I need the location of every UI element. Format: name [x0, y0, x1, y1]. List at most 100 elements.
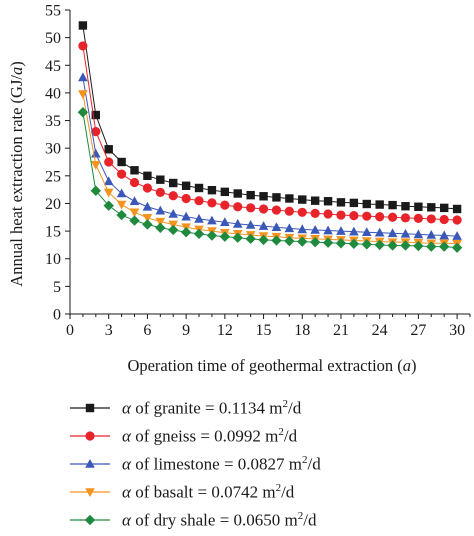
legend-label: α of basalt = 0.0742 m2/d — [122, 481, 295, 502]
data-point — [427, 203, 436, 212]
x-tick-label: 27 — [410, 322, 426, 339]
y-tick-label: 50 — [45, 30, 61, 47]
data-point — [298, 195, 307, 204]
data-point — [156, 175, 165, 184]
legend-marker — [85, 403, 95, 413]
data-point — [413, 229, 424, 239]
series-3 — [78, 72, 462, 240]
x-tick-label: 3 — [105, 322, 113, 339]
data-point — [220, 200, 230, 210]
x-tick-label: 18 — [294, 322, 310, 339]
data-point — [168, 224, 179, 236]
data-point — [129, 177, 140, 188]
data-point — [77, 107, 89, 118]
data-point — [387, 228, 398, 238]
data-point — [129, 215, 140, 226]
line-chart: 0 3 6 9 12 15 18 21 24 27 30 0 5 10 15 20 25 30 35 40 45 50 55… — [7, 3, 471, 375]
data-point — [323, 209, 333, 219]
data-point — [194, 213, 204, 223]
data-point — [206, 230, 218, 241]
data-point — [130, 166, 139, 175]
legend-symbol — [70, 514, 110, 526]
data-point — [374, 239, 385, 251]
data-point — [413, 213, 423, 223]
data-point — [180, 226, 192, 238]
data-point — [323, 197, 333, 206]
data-point — [168, 191, 178, 201]
data-point — [297, 224, 308, 234]
y-tick-label: 20 — [45, 196, 61, 213]
y-tick-label: 0 — [53, 307, 61, 324]
x-tick-label: 24 — [372, 322, 388, 339]
data-point — [336, 198, 346, 207]
y-tick-label: 55 — [45, 3, 61, 20]
legend-symbol — [70, 431, 110, 441]
data-point — [310, 196, 320, 205]
data-point — [361, 227, 372, 236]
data-point — [362, 211, 372, 221]
legend-marker — [85, 488, 95, 497]
series-1 — [78, 21, 462, 214]
data-point — [375, 200, 384, 209]
data-point — [220, 217, 230, 227]
legend-label: α of granite = 0.1134 m2/d — [122, 397, 302, 418]
x-tick-label: 6 — [143, 322, 151, 339]
data-point — [91, 110, 101, 120]
series-line — [82, 45, 458, 221]
data-point — [90, 185, 102, 196]
y-tick-label: 30 — [45, 141, 61, 158]
data-point — [78, 72, 88, 82]
legend: α of granite = 0.1134 m2/d α of gneiss = … — [68, 394, 468, 534]
data-point — [155, 217, 166, 227]
x-tick-label: 9 — [182, 322, 190, 339]
data-point — [207, 198, 217, 208]
data-point — [414, 202, 423, 211]
y-axis-title: Annual heat extraction rate (GJ/a) — [7, 61, 26, 286]
data-point — [142, 219, 153, 230]
data-point — [129, 208, 140, 218]
data-point — [348, 238, 360, 250]
x-tick-label: 21 — [333, 322, 349, 339]
data-point — [271, 205, 282, 215]
data-point — [169, 178, 178, 188]
data-point — [285, 194, 294, 203]
data-point — [181, 211, 191, 221]
data-point — [91, 148, 101, 158]
series-line — [82, 93, 458, 245]
data-point — [349, 198, 359, 208]
data-point — [245, 233, 256, 245]
legend-label: α of dry shale = 0.0650 m2/d — [122, 509, 317, 530]
data-point — [400, 228, 411, 238]
data-point — [401, 202, 410, 211]
data-point — [233, 202, 243, 212]
data-point — [400, 213, 411, 223]
data-point — [258, 234, 269, 246]
y-tick-label: 25 — [45, 168, 61, 185]
x-tick-label: 30 — [449, 322, 465, 339]
data-point — [258, 221, 269, 230]
data-point — [284, 206, 294, 216]
data-point — [387, 240, 398, 251]
data-point — [219, 231, 231, 242]
data-point — [309, 236, 321, 248]
data-point — [426, 241, 437, 252]
data-point — [233, 189, 242, 198]
y-tick-label: 40 — [45, 85, 61, 102]
data-point — [438, 241, 450, 252]
data-point — [310, 224, 320, 234]
data-point — [91, 160, 101, 170]
data-point — [452, 204, 462, 214]
y-tick-label: 45 — [45, 58, 61, 75]
data-point — [117, 157, 126, 167]
data-point — [220, 187, 230, 197]
data-point — [116, 188, 127, 198]
data-point — [375, 212, 385, 222]
x-axis-title: Operation time of geothermal extraction … — [127, 356, 416, 375]
y-tick-label: 10 — [45, 251, 61, 268]
data-point — [104, 157, 114, 167]
x-tick-label: 0 — [66, 322, 74, 339]
data-point — [361, 239, 372, 250]
data-point — [335, 238, 347, 249]
data-point — [116, 200, 127, 210]
legend-item: α of dry shale = 0.0650 m2/d — [68, 506, 468, 534]
